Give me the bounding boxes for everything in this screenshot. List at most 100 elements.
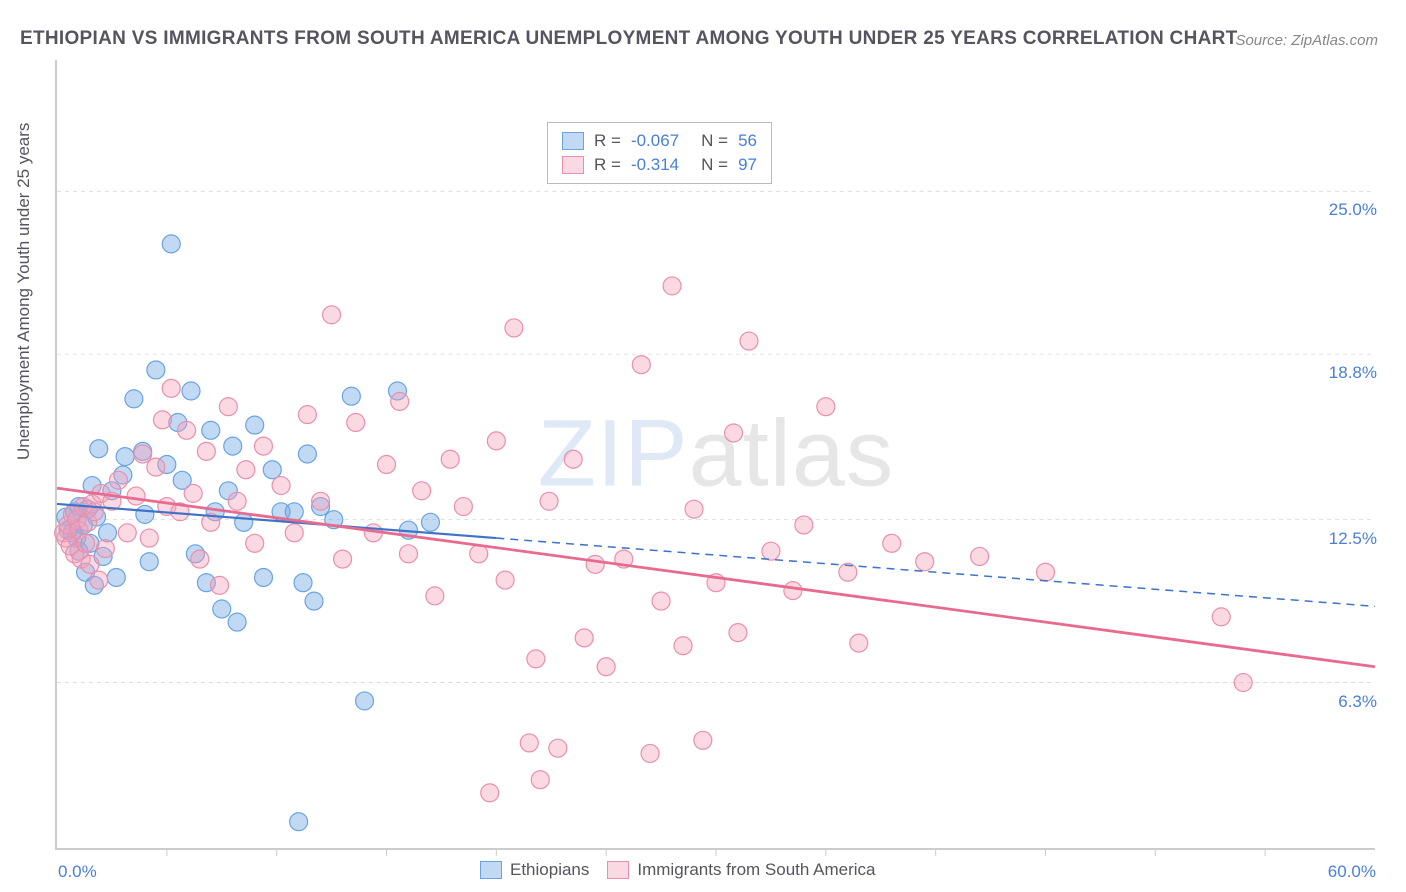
- x-ticks: [167, 848, 1265, 856]
- data-point: [219, 398, 237, 416]
- data-point: [817, 398, 835, 416]
- data-point: [399, 545, 417, 563]
- y-tick-label: 25.0%: [1329, 200, 1377, 220]
- data-point: [211, 576, 229, 594]
- data-point: [421, 513, 439, 531]
- legend-series-label-0: Ethiopians: [510, 860, 589, 880]
- data-point: [342, 387, 360, 405]
- legend-swatch-0: [562, 132, 584, 150]
- data-point: [694, 731, 712, 749]
- chart-title: ETHIOPIAN VS IMMIGRANTS FROM SOUTH AMERI…: [20, 28, 1238, 50]
- data-point: [285, 524, 303, 542]
- data-point: [255, 437, 273, 455]
- data-point: [197, 442, 215, 460]
- data-point: [134, 445, 152, 463]
- data-point: [118, 524, 136, 542]
- data-point: [140, 529, 158, 547]
- legend-series-item-1: Immigrants from South America: [607, 860, 875, 880]
- legend-N-1: 97: [738, 155, 757, 175]
- data-point: [652, 592, 670, 610]
- data-point: [725, 424, 743, 442]
- legend-R-label: R =: [594, 131, 621, 151]
- data-point: [184, 484, 202, 502]
- data-point: [729, 624, 747, 642]
- data-point: [347, 414, 365, 432]
- data-point: [153, 411, 171, 429]
- data-point: [237, 461, 255, 479]
- data-point: [323, 306, 341, 324]
- data-point: [235, 513, 253, 531]
- data-point: [298, 445, 316, 463]
- legend-R-1: -0.314: [631, 155, 679, 175]
- data-point: [178, 421, 196, 439]
- data-point: [246, 416, 264, 434]
- data-point: [290, 813, 308, 831]
- data-point: [90, 571, 108, 589]
- data-point: [1212, 608, 1230, 626]
- data-point: [147, 458, 165, 476]
- data-point: [505, 319, 523, 337]
- data-point: [298, 406, 316, 424]
- data-point: [784, 582, 802, 600]
- data-point: [305, 592, 323, 610]
- y-tick-label: 6.3%: [1338, 692, 1377, 712]
- data-point: [740, 332, 758, 350]
- data-point: [632, 356, 650, 374]
- data-point: [971, 547, 989, 565]
- data-point: [441, 450, 459, 468]
- data-point: [99, 524, 117, 542]
- y-axis-label: Unemployment Among Youth under 25 years: [14, 123, 34, 460]
- data-point: [685, 500, 703, 518]
- legend-series-item-0: Ethiopians: [480, 860, 589, 880]
- data-point: [136, 505, 154, 523]
- data-point: [575, 629, 593, 647]
- data-point: [356, 692, 374, 710]
- data-point: [255, 568, 273, 586]
- data-point: [520, 734, 538, 752]
- data-point: [125, 390, 143, 408]
- chart-container: ETHIOPIAN VS IMMIGRANTS FROM SOUTH AMERI…: [0, 0, 1406, 892]
- x-axis-min-label: 0.0%: [58, 862, 97, 882]
- data-point: [294, 574, 312, 592]
- data-point: [564, 450, 582, 468]
- data-point: [116, 448, 134, 466]
- data-point: [162, 379, 180, 397]
- data-point: [1037, 563, 1055, 581]
- data-point: [531, 771, 549, 789]
- y-tick-label: 18.8%: [1329, 363, 1377, 383]
- data-point: [883, 534, 901, 552]
- data-point: [312, 492, 330, 510]
- legend-stats-row-0: R = -0.067 N = 56: [562, 129, 757, 153]
- data-point: [496, 571, 514, 589]
- data-point: [426, 587, 444, 605]
- legend-swatch-1: [562, 156, 584, 174]
- legend-series-swatch-0: [480, 861, 502, 879]
- data-point: [762, 542, 780, 560]
- data-point: [481, 784, 499, 802]
- plot-area: ZIPatlas 25.0%18.8%12.5%6.3% R = -0.067 …: [55, 60, 1375, 850]
- data-point: [549, 739, 567, 757]
- data-point: [228, 492, 246, 510]
- legend-series-swatch-1: [607, 861, 629, 879]
- data-point: [641, 744, 659, 762]
- data-point: [597, 658, 615, 676]
- legend-stats: R = -0.067 N = 56 R = -0.314 N = 97: [547, 122, 772, 184]
- y-tick-label: 12.5%: [1329, 529, 1377, 549]
- data-point: [586, 555, 604, 573]
- data-point: [916, 553, 934, 571]
- data-point: [191, 550, 209, 568]
- source-attribution: Source: ZipAtlas.com: [1235, 32, 1378, 49]
- data-point: [228, 613, 246, 631]
- data-point: [110, 471, 128, 489]
- data-point: [202, 421, 220, 439]
- legend-R-0: -0.067: [631, 131, 679, 151]
- data-point: [487, 432, 505, 450]
- data-point: [850, 634, 868, 652]
- data-point: [378, 456, 396, 474]
- data-point: [127, 487, 145, 505]
- legend-series: Ethiopians Immigrants from South America: [480, 860, 875, 880]
- data-point: [527, 650, 545, 668]
- data-point: [107, 568, 125, 586]
- data-point: [263, 461, 281, 479]
- data-point: [272, 477, 290, 495]
